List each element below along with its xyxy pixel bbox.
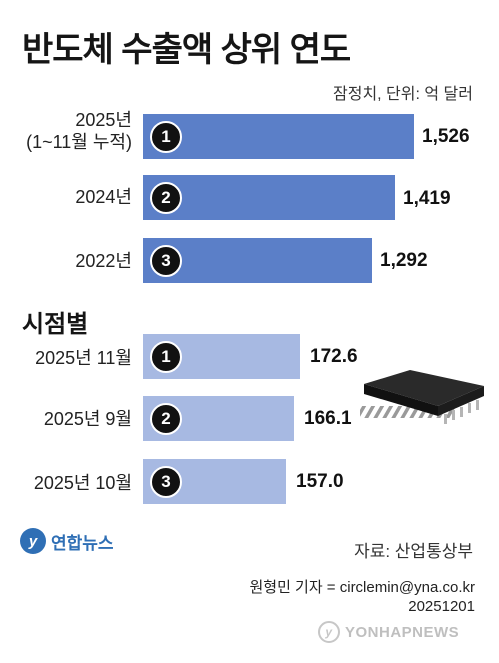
row-label: 2025년 9월: [43, 409, 132, 429]
semiconductor-chip-icon: [360, 370, 484, 424]
bar: [143, 175, 395, 220]
data-label: 1,419: [403, 188, 451, 209]
data-label: 157.0: [296, 471, 344, 492]
data-label: 166.1: [304, 408, 352, 429]
data-label: 172.6: [310, 346, 358, 367]
row-label: 2025년 (1~11월 누적): [0, 109, 132, 153]
rank-badge: 1: [150, 341, 182, 373]
watermark-logo-icon: y: [318, 621, 340, 643]
unit-note: 잠정치, 단위: 억 달러: [333, 86, 473, 103]
row-label: 2025년 11월: [35, 348, 132, 368]
data-label: 1,292: [380, 250, 428, 271]
logo-text: 연합뉴스: [51, 533, 114, 553]
row-label-line2: (1~11월 누적): [26, 132, 132, 152]
bar: [143, 114, 414, 159]
rank-badge: 3: [150, 245, 182, 277]
credit-date: 20251201: [408, 598, 475, 615]
credit: 원형민 기자 = circlemin@yna.co.kr 20251201: [249, 578, 475, 616]
page-title: 반도체 수출액 상위 연도: [22, 31, 351, 69]
yonhap-logo-icon: y: [20, 528, 46, 554]
rank-badge: 1: [150, 121, 182, 153]
row-label: 2025년 10월: [33, 473, 132, 493]
rank-badge: 2: [150, 403, 182, 435]
source-note: 자료: 산업통상부: [354, 542, 473, 561]
data-label: 1,526: [422, 126, 470, 147]
rank-badge: 2: [150, 182, 182, 214]
section-label: 시점별: [22, 311, 89, 338]
rank-badge: 3: [150, 466, 182, 498]
watermark-text: YONHAPNEWS: [345, 623, 460, 641]
credit-author: 원형민 기자 = circlemin@yna.co.kr: [249, 579, 475, 596]
row-label-line1: 2025년: [75, 110, 132, 130]
watermark: y YONHAPNEWS: [318, 621, 459, 643]
row-label: 2024년: [75, 187, 132, 207]
yonhap-logo: y 연합뉴스: [20, 528, 114, 554]
row-label: 2022년: [75, 251, 132, 271]
